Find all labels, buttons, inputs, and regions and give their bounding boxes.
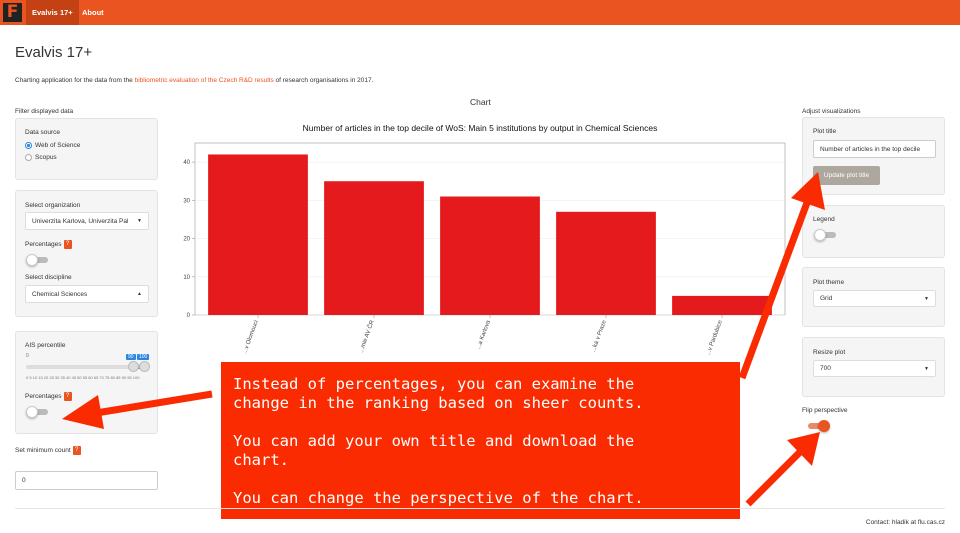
- footer-divider: [15, 508, 945, 509]
- update-plot-title-button[interactable]: Update plot title: [813, 166, 880, 185]
- x-tick-label: ...a Karlova: [476, 319, 492, 350]
- annotation-text-2: You can add your own title and download …: [233, 432, 635, 469]
- navbar: F Evalvis 17+ About: [0, 0, 960, 25]
- help-icon[interactable]: ?: [72, 446, 81, 455]
- y-tick-label: 30: [183, 198, 190, 204]
- chevron-down-icon: ▼: [924, 366, 929, 372]
- plot-theme-panel: Plot theme Grid ▼: [802, 267, 945, 327]
- flip-perspective-toggle[interactable]: [806, 420, 830, 432]
- legend-panel: Legend: [802, 205, 945, 258]
- min-count-label-text: Set minimum count: [15, 447, 71, 455]
- app-logo[interactable]: F: [3, 3, 22, 22]
- x-tick-label: ...v Olomouci: [242, 320, 260, 355]
- ais-high-value: 100: [137, 354, 150, 360]
- radio-web-of-science[interactable]: [25, 142, 32, 149]
- chart-title: Number of articles in the top decile of …: [302, 123, 658, 133]
- description-text-after: of research organisations in 2017.: [273, 77, 374, 84]
- y-tick-label: 0: [187, 313, 191, 319]
- flip-perspective-label: Flip perspective: [802, 407, 848, 414]
- arrow-to-flip-head: [787, 432, 820, 466]
- percentages2-toggle[interactable]: [26, 406, 50, 418]
- plot-title-label: Plot title: [813, 128, 837, 135]
- resize-plot-select[interactable]: 700 ▼: [813, 360, 936, 377]
- annotation-box: Instead of percentages, you can examine …: [221, 362, 740, 519]
- bar: [556, 211, 656, 315]
- page-title: Evalvis 17+: [15, 44, 93, 61]
- description-text-before: Charting application for the data from t…: [15, 77, 135, 84]
- bar-chart: 0 10 20 30 40 ...v Olomouci ...mie AV ČR ...a K…: [183, 142, 786, 356]
- filter-section-label: Filter displayed data: [15, 108, 74, 115]
- organization-label: Select organization: [25, 202, 81, 209]
- organization-panel: Select organization Univerzita Karlova, …: [15, 190, 158, 317]
- annotation-text-3: You can change the perspective of the ch…: [233, 489, 644, 507]
- bar: [440, 196, 540, 315]
- ais-label: AIS percentile: [25, 342, 66, 349]
- percentages-label-text: Percentages: [25, 241, 62, 249]
- x-tick-label: ...ká v Praze: [591, 319, 608, 353]
- chevron-down-icon: ▼: [924, 296, 929, 302]
- resize-plot-panel: Resize plot 700 ▼: [802, 337, 945, 397]
- plot-theme-label: Plot theme: [813, 279, 845, 286]
- plot-title-panel: Plot title Number of articles in the top…: [802, 117, 945, 195]
- bar: [672, 295, 772, 315]
- y-tick-label: 20: [183, 237, 190, 243]
- organization-select[interactable]: Univerzita Karlova, Univerzita Pal ▼: [25, 212, 149, 230]
- tab-about[interactable]: About: [82, 8, 104, 17]
- radio-scopus-label[interactable]: Scopus: [35, 154, 57, 161]
- legend-toggle[interactable]: [814, 229, 838, 241]
- ais-low-value: 90: [126, 354, 136, 360]
- chevron-down-icon: ▲: [137, 291, 142, 297]
- ais-ticks: 0 5 10 15 20 25 30 35 40 45 50 55 60 65 …: [26, 375, 140, 380]
- help-icon[interactable]: ?: [63, 392, 72, 401]
- min-count-input[interactable]: 0: [15, 471, 158, 490]
- discipline-label: Select discipline: [25, 274, 72, 281]
- radio-scopus[interactable]: [25, 154, 32, 161]
- data-source-label: Data source: [25, 129, 61, 136]
- y-tick-label: 40: [183, 160, 190, 166]
- radio-web-of-science-label[interactable]: Web of Science: [35, 142, 81, 149]
- x-tick-label: ...v Pardubice: [706, 319, 724, 356]
- ais-slider-handle-high[interactable]: [139, 361, 150, 372]
- help-icon[interactable]: ?: [63, 240, 72, 249]
- percentages2-label-text: Percentages: [25, 393, 62, 401]
- percentages-label: Percentages?: [25, 240, 72, 249]
- discipline-select-value: Chemical Sciences: [32, 291, 88, 298]
- evaluation-link[interactable]: bibliometric evaluation of the Czech R&D…: [134, 77, 274, 84]
- discipline-select[interactable]: Chemical Sciences ▲: [25, 285, 149, 303]
- percentages2-label: Percentages?: [25, 392, 72, 401]
- arrow-to-flip: [745, 449, 803, 507]
- tab-chart[interactable]: Chart: [470, 97, 491, 107]
- contact-text: Contact: hladik at flu.cas.cz: [865, 519, 945, 526]
- organization-select-value: Univerzita Karlova, Univerzita Pal: [32, 218, 129, 225]
- resize-plot-select-value: 700: [820, 365, 831, 372]
- plot-theme-select-value: Grid: [820, 295, 833, 302]
- y-tick-label: 10: [183, 275, 190, 281]
- resize-plot-label: Resize plot: [813, 349, 846, 356]
- bar: [208, 154, 308, 315]
- ais-panel: AIS percentile 0 90 100 0 5 10 15 20 25 …: [15, 331, 158, 434]
- page-description: Charting application for the data from t…: [15, 77, 373, 84]
- legend-label: Legend: [813, 216, 835, 223]
- bar: [324, 181, 424, 315]
- chevron-down-icon: ▼: [137, 218, 142, 224]
- plot-title-input[interactable]: Number of articles in the top decile: [813, 140, 936, 158]
- data-source-panel: Data source Web of Science Scopus: [15, 118, 158, 180]
- ais-slider-handle-low[interactable]: [128, 361, 139, 372]
- plot-theme-select[interactable]: Grid ▼: [813, 290, 936, 307]
- percentages-toggle[interactable]: [26, 254, 50, 266]
- tab-evalvis[interactable]: Evalvis 17+: [26, 0, 79, 25]
- x-tick-label: ...mie AV ČR: [358, 319, 376, 354]
- min-count-label: Set minimum count?: [15, 446, 81, 455]
- ais-slider-track[interactable]: [26, 365, 149, 369]
- adjust-section-label: Adjust visualizations: [802, 108, 861, 115]
- ais-min-label: 0: [26, 353, 29, 359]
- annotation-text-1: Instead of percentages, you can examine …: [233, 375, 644, 412]
